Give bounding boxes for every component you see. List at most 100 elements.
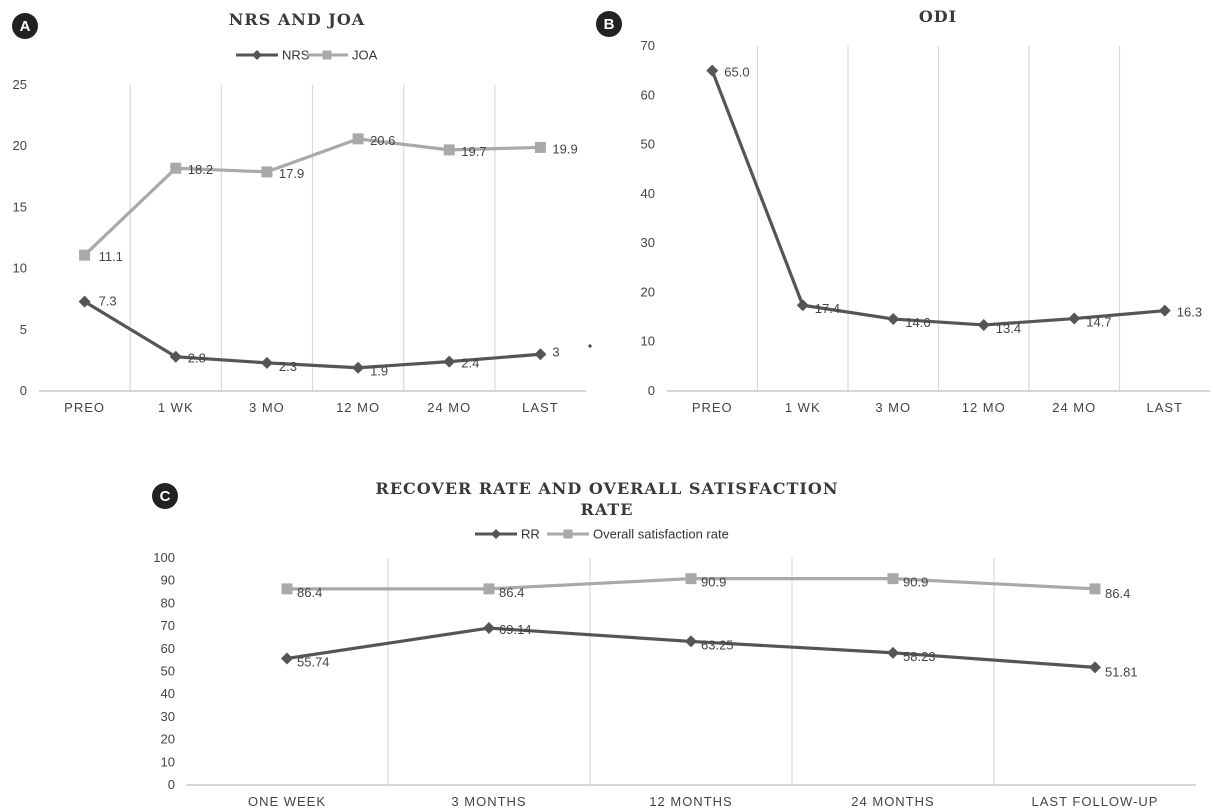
data-point-diamond bbox=[685, 635, 697, 648]
chart-title-c-line1: RECOVER RATE AND OVERALL SATISFACTION bbox=[376, 479, 839, 498]
data-label: 14.6 bbox=[905, 315, 930, 330]
data-label: 86.4 bbox=[499, 585, 524, 600]
y-tick-label: 10 bbox=[13, 261, 27, 276]
x-tick-label: 3 MO bbox=[875, 400, 911, 415]
y-tick-label: 50 bbox=[161, 664, 175, 679]
data-point-diamond bbox=[78, 295, 91, 308]
data-point-diamond bbox=[443, 355, 456, 368]
y-tick-label: 70 bbox=[641, 38, 655, 53]
data-label: 17.9 bbox=[279, 166, 304, 181]
data-point-diamond bbox=[977, 318, 990, 331]
data-label: 2.4 bbox=[461, 356, 479, 371]
legend-item-c-1: Overall satisfaction rate bbox=[547, 527, 729, 542]
x-tick-label: LAST FOLLOW-UP bbox=[1032, 794, 1159, 809]
x-tick-label: LAST bbox=[522, 400, 559, 415]
chart-title-c-line2: RATE bbox=[581, 500, 634, 519]
plot-area-b: 0 10 20 30 40 50 60 70 PREO 1 WK 3 MO 12 MO 24 MO LAS… bbox=[641, 38, 1210, 415]
legend-label: Overall satisfaction rate bbox=[593, 527, 729, 542]
data-point-diamond bbox=[281, 652, 293, 665]
y-tick-label: 80 bbox=[161, 595, 175, 610]
x-tick-label: 12 MO bbox=[962, 400, 1006, 415]
y-tick-label: 50 bbox=[641, 137, 655, 152]
data-point-diamond bbox=[706, 64, 719, 77]
data-point-diamond bbox=[1089, 661, 1101, 674]
x-tick-label: 3 MO bbox=[249, 400, 285, 415]
plot-area-c: 0 10 20 30 40 50 60 70 80 90 100 ONE WEEK 3 MONTHS 12… bbox=[153, 550, 1196, 809]
y-tick-label: 70 bbox=[161, 618, 175, 633]
panel-badge-c: C bbox=[152, 483, 178, 509]
y-tick-label: 20 bbox=[13, 138, 27, 153]
data-label: 1.9 bbox=[370, 364, 388, 379]
y-tick-label: 30 bbox=[161, 709, 175, 724]
series-a-1: 11.1 18.2 17.9 20.6 19.7 19.9 bbox=[79, 133, 578, 264]
data-label: 18.2 bbox=[188, 162, 213, 177]
legend-marker-square bbox=[563, 529, 573, 539]
data-label: 20.6 bbox=[370, 133, 395, 148]
y-tick-label: 60 bbox=[161, 641, 175, 656]
data-label: 11.1 bbox=[99, 249, 123, 264]
data-label: 14.7 bbox=[1086, 315, 1111, 330]
x-tick-label: LAST bbox=[1146, 400, 1183, 415]
data-label: 7.3 bbox=[99, 294, 117, 309]
chart-panel-b: B ODI 0 10 20 30 40 50 60 70 PREO 1 WK 3 MO 12 MO 24… bbox=[596, 7, 1210, 415]
data-point-diamond bbox=[1158, 304, 1171, 317]
y-tick-label: 0 bbox=[648, 383, 655, 398]
legend-marker-diamond bbox=[252, 50, 262, 60]
data-label: 19.9 bbox=[552, 141, 577, 156]
chart-panel-c: C RECOVER RATE AND OVERALL SATISFACTION … bbox=[152, 479, 1196, 809]
y-tick-label: 90 bbox=[161, 573, 175, 588]
series-line bbox=[83, 137, 541, 257]
panel-badge-circle-b bbox=[596, 11, 622, 37]
data-point-diamond bbox=[1068, 312, 1081, 325]
data-label: 86.4 bbox=[297, 585, 322, 600]
data-point-diamond bbox=[260, 356, 273, 369]
data-point-square bbox=[483, 583, 495, 595]
y-tick-label: 5 bbox=[20, 322, 27, 337]
legend-item-c-0: RR bbox=[475, 527, 540, 542]
panel-badge-b: B bbox=[596, 11, 622, 37]
y-tick-label: 100 bbox=[153, 550, 175, 565]
series-line bbox=[710, 70, 1165, 327]
panel-letter-c: C bbox=[160, 488, 171, 505]
panel-letter-a: A bbox=[20, 18, 31, 35]
legend-item-a-1: JOA bbox=[306, 48, 378, 63]
x-tick-label: 1 WK bbox=[158, 400, 194, 415]
data-label: 90.9 bbox=[903, 575, 928, 590]
y-tick-label: 20 bbox=[641, 284, 655, 299]
data-label: 19.7 bbox=[461, 144, 486, 159]
data-label: 51.81 bbox=[1105, 664, 1138, 679]
data-label: 69.14 bbox=[499, 622, 532, 637]
data-point-square bbox=[79, 249, 91, 261]
series-line bbox=[83, 300, 541, 370]
series-c-1: 86.4 86.4 90.9 90.9 86.4 bbox=[281, 573, 1130, 601]
y-tick-label: 25 bbox=[13, 77, 27, 92]
data-label: 58.23 bbox=[903, 649, 936, 664]
legend-label: NRS bbox=[282, 48, 310, 63]
series-b-0: 65.0 17.4 14.6 13.4 14.7 16.3 bbox=[706, 64, 1202, 336]
data-point-diamond bbox=[796, 299, 809, 312]
data-label: 17.4 bbox=[815, 301, 840, 316]
panel-badge-circle-c bbox=[152, 483, 178, 509]
x-tick-label: 24 MO bbox=[427, 400, 471, 415]
x-tick-label: 12 MONTHS bbox=[649, 794, 732, 809]
data-point-square bbox=[443, 144, 455, 156]
x-tick-label: 24 MO bbox=[1052, 400, 1096, 415]
panel-badge-circle-a bbox=[12, 13, 38, 39]
stray-dot bbox=[588, 344, 592, 348]
y-tick-label: 40 bbox=[641, 186, 655, 201]
data-point-square bbox=[352, 133, 364, 145]
data-point-square bbox=[1089, 583, 1101, 595]
chart-title-b: ODI bbox=[919, 7, 957, 26]
data-point-diamond bbox=[887, 313, 900, 326]
y-tick-label: 0 bbox=[168, 777, 175, 792]
chart-title-a: NRS AND JOA bbox=[229, 10, 365, 29]
series-line bbox=[286, 626, 1096, 669]
data-label: 90.9 bbox=[701, 575, 726, 590]
panel-letter-b: B bbox=[604, 16, 615, 33]
chart-panel-a: A NRS AND JOA 0 5 10 15 20 25 PREO 1 WK 3 MO 12 M… bbox=[12, 10, 586, 415]
data-label: 13.4 bbox=[996, 321, 1021, 336]
data-label: 2.3 bbox=[279, 359, 297, 374]
data-label: 55.74 bbox=[297, 654, 330, 669]
series-a-0: 7.3 2.8 2.3 1.9 2.4 3 bbox=[78, 294, 560, 379]
x-tick-label: ONE WEEK bbox=[248, 794, 326, 809]
